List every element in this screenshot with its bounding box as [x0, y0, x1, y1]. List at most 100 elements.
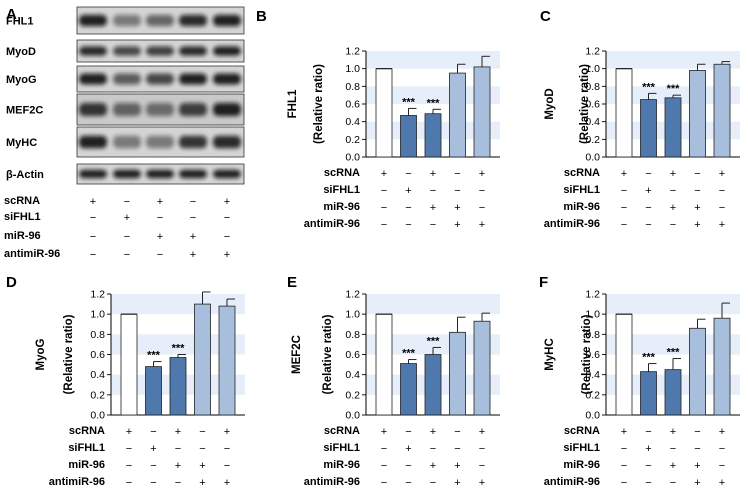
y-tick-label: 0.0 [345, 410, 360, 422]
blot-sign: − [224, 231, 230, 243]
condition-sign: + [670, 460, 676, 472]
blot-sign: − [90, 231, 96, 243]
condition-sign: − [621, 202, 627, 214]
significance-label: *** [427, 97, 441, 109]
bar [449, 72, 466, 158]
condition-sign: − [479, 460, 485, 472]
condition-sign: − [719, 460, 725, 472]
blot-band [146, 169, 174, 179]
condition-sign: + [199, 477, 205, 489]
condition-sign: − [405, 168, 411, 180]
condition-sign: − [694, 426, 700, 438]
condition-sign: + [150, 443, 156, 455]
condition-sign: + [199, 460, 205, 472]
y-tick-label: 0.4 [585, 116, 600, 128]
blot-sign: + [224, 196, 230, 208]
blot-band [179, 135, 207, 149]
y-tick-label: 1.2 [345, 46, 360, 58]
blot-band [213, 46, 241, 56]
blot-band [79, 169, 107, 179]
condition-label: scRNA [69, 425, 105, 437]
condition-sign: − [621, 443, 627, 455]
y-tick-label: 1.2 [345, 289, 360, 301]
condition-label: siFHL1 [323, 184, 360, 196]
y-tick-label: 0.0 [90, 410, 105, 422]
blot-band [179, 14, 207, 27]
condition-sign: + [670, 202, 676, 214]
blot-band [113, 14, 141, 27]
condition-sign: + [454, 460, 460, 472]
significance-label: *** [667, 83, 681, 95]
y-tick-label: 0.8 [90, 329, 105, 341]
panel-label-c: C [540, 8, 551, 25]
chart-panel-f: F 0.0 0.2 0.4 0.6 0.8 1.0 1.2 MyHC (Relative rati… [539, 274, 740, 489]
condition-sign: − [645, 477, 651, 489]
bar [713, 63, 731, 158]
y-tick-label: 1.0 [585, 309, 600, 321]
y-tick-label: 0.0 [585, 152, 600, 164]
blot-condition-label: miR-96 [4, 230, 41, 242]
blot-band [146, 14, 174, 27]
y-tick-label: 0.4 [345, 369, 360, 381]
condition-sign: − [175, 443, 181, 455]
condition-sign: + [719, 168, 725, 180]
condition-sign: − [126, 477, 132, 489]
condition-sign: − [645, 219, 651, 231]
y-axis-label: (Relative ratio) [63, 314, 75, 394]
significance-label: *** [147, 350, 161, 362]
condition-sign: + [224, 477, 230, 489]
blot-band [146, 46, 174, 56]
bar [664, 97, 682, 158]
condition-sign: − [405, 202, 411, 214]
condition-sign: + [621, 426, 627, 438]
blot-band [79, 102, 107, 117]
condition-sign: − [694, 168, 700, 180]
condition-sign: − [645, 426, 651, 438]
blot-sign: − [90, 249, 96, 261]
blot-band [213, 73, 241, 85]
condition-sign: − [430, 477, 436, 489]
condition-sign: − [670, 219, 676, 231]
condition-sign: − [479, 202, 485, 214]
bar [169, 357, 187, 416]
y-tick-label: 0.8 [585, 329, 600, 341]
y-tick-label: 0.6 [585, 349, 600, 361]
condition-sign: + [645, 185, 651, 197]
grid-band [366, 334, 500, 355]
condition-sign: + [224, 426, 230, 438]
condition-label: miR-96 [323, 201, 360, 213]
condition-label: siFHL1 [68, 442, 105, 454]
condition-sign: − [645, 168, 651, 180]
condition-sign: + [430, 168, 436, 180]
bar-charts: B 0.0 0.2 0.4 0.6 0.8 1.0 1.2 FHL1 (Relative rati… [6, 8, 740, 489]
y-tick-label: 0.6 [585, 99, 600, 111]
blot-sign: − [157, 249, 163, 261]
condition-label: antimiR-96 [49, 476, 105, 488]
condition-sign: + [670, 426, 676, 438]
condition-sign: − [224, 460, 230, 472]
condition-sign: − [621, 219, 627, 231]
bar [640, 99, 657, 158]
y-tick-label: 1.0 [345, 309, 360, 321]
y-tick-label: 0.8 [345, 329, 360, 341]
condition-sign: − [430, 443, 436, 455]
condition-label: miR-96 [323, 459, 360, 471]
y-axis-label: MyoG [35, 338, 47, 370]
condition-sign: + [479, 168, 485, 180]
blot-band [79, 73, 107, 85]
grid-band [111, 294, 245, 315]
y-axis-label: (Relative ratio) [579, 64, 591, 144]
bar [375, 313, 393, 416]
condition-sign: + [719, 477, 725, 489]
condition-sign: + [126, 426, 132, 438]
blot-sign: − [124, 196, 130, 208]
blot-band [146, 135, 174, 149]
bar [689, 70, 706, 158]
condition-sign: + [405, 185, 411, 197]
bar [615, 68, 633, 158]
significance-label: *** [402, 96, 416, 108]
blot-band [146, 102, 174, 117]
condition-sign: + [694, 477, 700, 489]
bar [640, 371, 657, 416]
